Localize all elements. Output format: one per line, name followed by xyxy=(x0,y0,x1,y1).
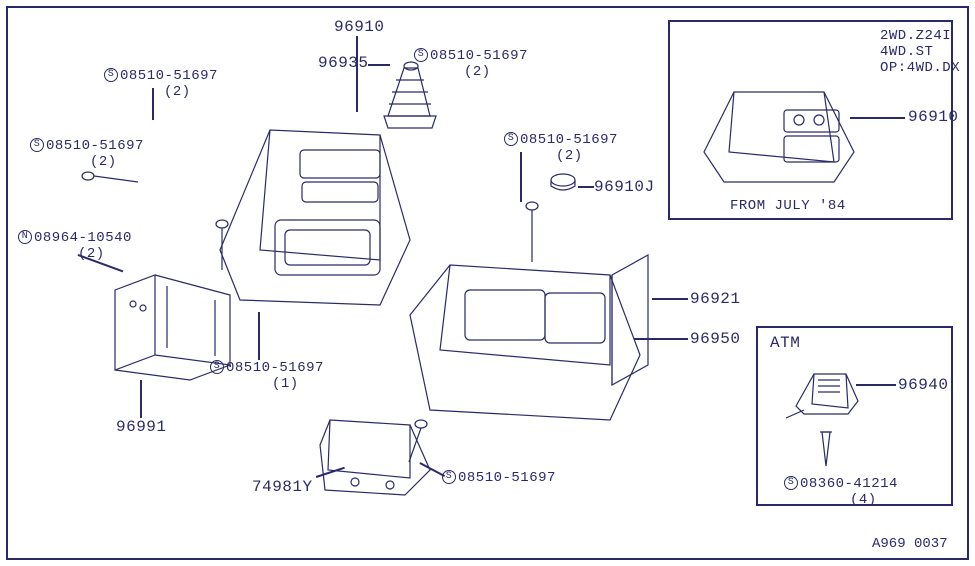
screw-symbol-icon: S xyxy=(210,360,224,374)
callout-screw-tl1-qty: (2) xyxy=(164,84,191,100)
screw-vert-3-icon xyxy=(395,418,435,468)
callout-screw-center-qty: (1) xyxy=(272,376,299,392)
atm-screw-icon xyxy=(816,428,836,472)
callout-screw-bottom: S08510-51697 xyxy=(442,470,556,486)
callout-screw-boot-qty: (2) xyxy=(464,64,491,80)
callout-screw-tl2-qty: (2) xyxy=(90,154,117,170)
nut-symbol-icon: N xyxy=(18,230,32,244)
screw-symbol-icon: S xyxy=(442,470,456,484)
cap-sketch xyxy=(548,172,578,196)
inset-top-partref: 96910 xyxy=(908,108,959,126)
diagram-id: A969 0037 xyxy=(872,536,948,552)
callout-screw-tl1: S08510-51697 xyxy=(104,68,218,84)
variant-line-3: OP:4WD.DX xyxy=(880,60,960,76)
callout-rear-bracket: 74981Y xyxy=(252,478,313,496)
shift-boot-sketch xyxy=(370,58,455,138)
screw-vert-2-icon xyxy=(522,200,542,270)
variant-line-1: 2WD.Z24I xyxy=(880,28,951,44)
screw-symbol-icon: S xyxy=(784,476,798,490)
callout-cap: 96910J xyxy=(594,178,655,196)
callout-front-console: 96910 xyxy=(334,18,385,36)
screw-symbol-icon: S xyxy=(504,132,518,146)
inset-variant-box: 2WD.Z24I 4WD.ST OP:4WD.DX 96910 FROM JUL… xyxy=(668,20,953,220)
callout-screw-boot: S08510-51697 xyxy=(414,48,528,64)
callout-screw-right-qty: (2) xyxy=(556,148,583,164)
atm-partref: 96940 xyxy=(898,376,949,394)
callout-screw-tl2: S08510-51697 xyxy=(30,138,144,154)
callout-nut: N08964-10540 xyxy=(18,230,132,246)
screw-symbol-icon: S xyxy=(30,138,44,152)
console-variant-sketch xyxy=(684,62,879,192)
callout-rear-console: 96950 xyxy=(690,330,741,348)
callout-front-bracket: 96991 xyxy=(116,418,167,436)
inset-top-caption: FROM JULY '84 xyxy=(730,198,846,214)
callout-boot: 96935 xyxy=(318,54,369,72)
screw-symbol-icon: S xyxy=(414,48,428,62)
atm-screw-qty: (4) xyxy=(850,492,877,508)
screw-symbol-icon: S xyxy=(104,68,118,82)
callout-screw-right: S08510-51697 xyxy=(504,132,618,148)
inset-atm-box: ATM 96940 S08360-41214 (4) xyxy=(756,326,953,506)
atm-screw-ref: S08360-41214 xyxy=(784,476,898,492)
variant-line-2: 4WD.ST xyxy=(880,44,933,60)
screw-vert-1-icon xyxy=(212,218,232,278)
atm-heading: ATM xyxy=(770,334,800,352)
callout-screw-center: S08510-51697 xyxy=(210,360,324,376)
atm-indicator-sketch xyxy=(776,356,871,431)
callout-lid: 96921 xyxy=(690,290,741,308)
